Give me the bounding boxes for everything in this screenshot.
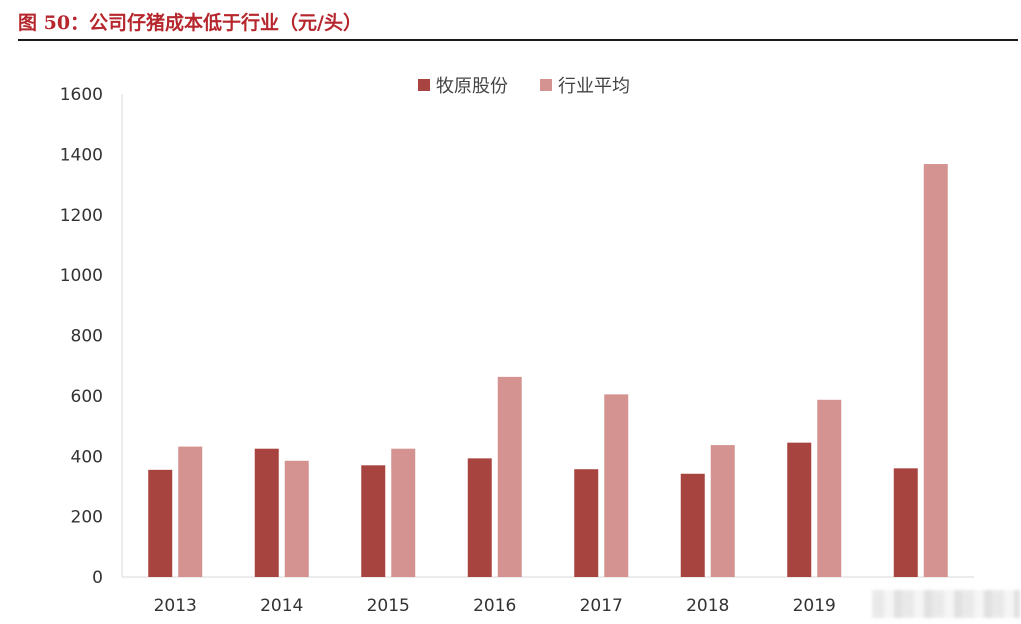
y-tick-label: 800: [71, 327, 103, 347]
legend-swatch: [540, 79, 552, 91]
bars: [148, 164, 948, 577]
bar-muyuan: [574, 469, 599, 577]
legend-label: 牧原股份: [436, 76, 508, 97]
y-tick-label: 600: [71, 387, 103, 407]
x-tick-label: 2018: [686, 596, 729, 616]
bar-industry-average: [923, 164, 948, 577]
bar-industry-average: [178, 446, 203, 577]
figure-title: 图 50：公司仔猪成本低于行业（元/头）: [18, 12, 362, 34]
y-tick-label: 400: [71, 447, 103, 467]
bar-muyuan: [787, 442, 812, 577]
bar-industry-average: [284, 460, 309, 577]
legend: 牧原股份 行业平均: [418, 76, 630, 97]
y-tick-label: 1400: [60, 145, 103, 165]
x-tick-label: 2017: [580, 596, 623, 616]
bar-muyuan: [361, 465, 386, 577]
y-tick-label: 1200: [60, 206, 103, 226]
bar-muyuan: [148, 469, 173, 577]
watermark: [872, 590, 1020, 618]
title-divider: [18, 39, 1018, 41]
x-tick-label: 2013: [154, 596, 197, 616]
bar-industry-average: [497, 376, 522, 577]
bar-muyuan: [680, 473, 705, 577]
bar-industry-average: [391, 448, 416, 577]
y-tick-label: 0: [92, 568, 103, 588]
x-axis: 2013 2014 2015 2016 2017 2018 2019: [122, 576, 974, 616]
y-tick-label: 1600: [60, 85, 103, 105]
y-tick-label: 1000: [60, 266, 103, 286]
legend-swatch: [418, 79, 430, 91]
y-axis: 0 200 400 600 800 1000 1200 1400 1600: [60, 85, 123, 588]
bar-industry-average: [710, 445, 735, 577]
y-tick-label: 200: [71, 508, 103, 528]
bar-industry-average: [817, 399, 842, 577]
x-tick-label: 2014: [260, 596, 303, 616]
bar-industry-average: [604, 394, 629, 577]
x-tick-label: 2015: [367, 596, 410, 616]
bar-muyuan: [893, 468, 918, 577]
x-tick-label: 2016: [473, 596, 516, 616]
x-tick-label: 2019: [793, 596, 836, 616]
bar-muyuan: [254, 448, 279, 577]
legend-label: 行业平均: [558, 76, 630, 97]
figure-header: 图 50：公司仔猪成本低于行业（元/头）: [18, 8, 1018, 40]
bar-muyuan: [467, 458, 492, 577]
